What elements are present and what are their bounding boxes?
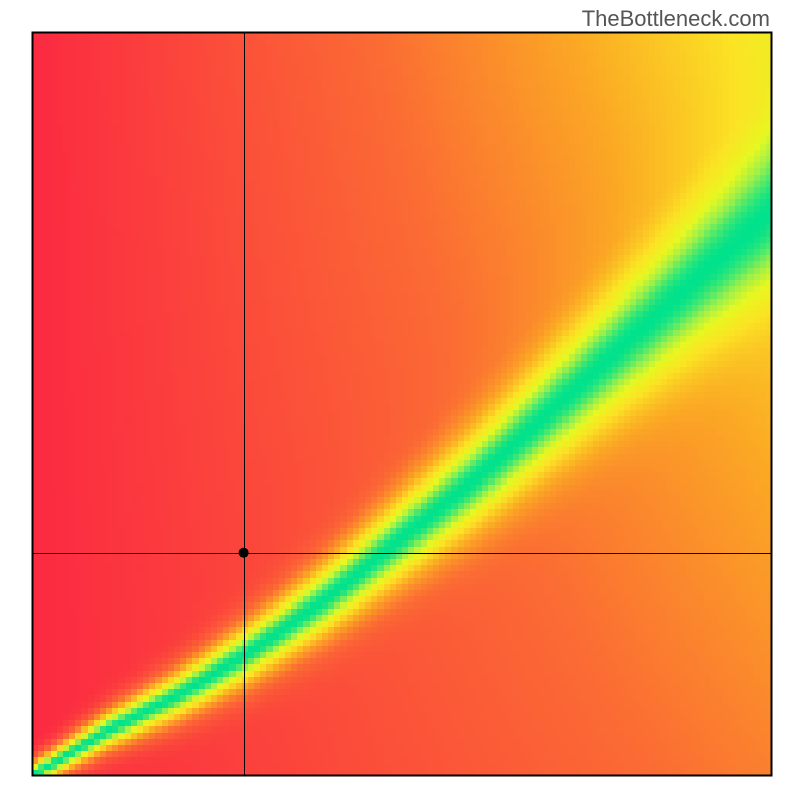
- heatmap-plot: [0, 0, 800, 800]
- watermark-text: TheBottleneck.com: [582, 6, 770, 32]
